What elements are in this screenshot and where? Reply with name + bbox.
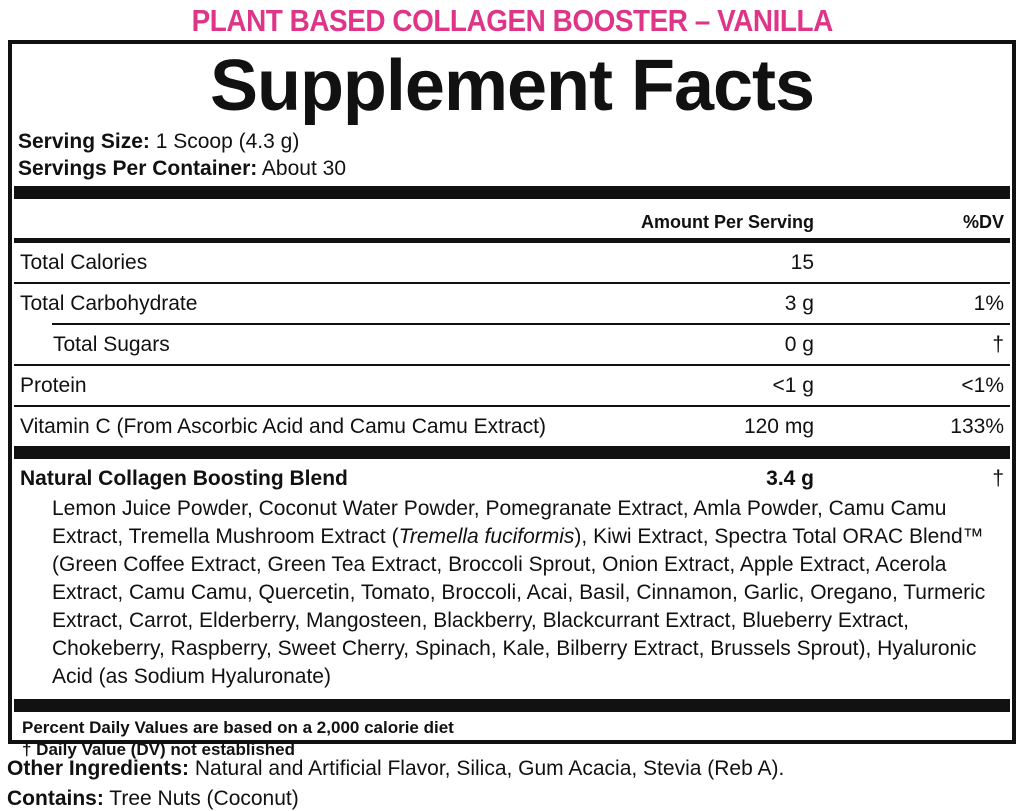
nutrient-name: Total Carbohydrate: [20, 292, 198, 315]
nutrient-name: Vitamin C (From Ascorbic Acid and Camu C…: [20, 415, 546, 438]
serving-size-label: Serving Size:: [18, 130, 150, 153]
contains-label: Contains:: [7, 787, 104, 810]
panel-title: Supplement Facts: [209, 46, 815, 126]
other-ingredients-value: Natural and Artificial Flavor, Silica, G…: [194, 757, 785, 780]
divider-bar-top: [14, 186, 1010, 199]
blend-ingredients-list: Lemon Juice Powder, Coconut Water Powder…: [52, 495, 994, 691]
footnote-daily-values: Percent Daily Values are based on a 2,00…: [22, 718, 454, 737]
table-row-collagen-blend: Natural Collagen Boosting Blend 3.4 g †: [12, 459, 1012, 493]
column-amount-per-serving: Amount Per Serving: [640, 212, 814, 232]
separator: [14, 282, 1010, 284]
below-panel-info: Other Ingredients: Natural and Artificia…: [0, 744, 1024, 811]
table-row-vitamin-c: Vitamin C (From Ascorbic Acid and Camu C…: [12, 407, 1012, 446]
divider-bar-bottom: [14, 699, 1010, 712]
contains-value: Tree Nuts (Coconut): [109, 787, 299, 810]
contains-line: Contains: Tree Nuts (Coconut): [7, 784, 1017, 811]
nutrient-name: Protein: [20, 374, 87, 397]
other-ingredients-label: Other Ingredients:: [7, 757, 190, 780]
table-row-total-carbohydrate: Total Carbohydrate 3 g 1%: [12, 284, 1012, 323]
nutrient-dv: 133%: [950, 415, 1004, 438]
footnotes: Percent Daily Values are based on a 2,00…: [12, 712, 1012, 767]
nutrient-name: Total Calories: [20, 251, 148, 274]
servings-per-container-value: About 30: [261, 157, 346, 180]
nutrient-dv: 1%: [973, 292, 1004, 315]
blend-ingredients-text: ), Kiwi Extract, Spectra Total ORAC Blen…: [52, 525, 986, 688]
table-row-total-calories: Total Calories 15: [12, 243, 1012, 282]
nutrient-amount: <1 g: [772, 374, 814, 397]
nutrient-dv: <1%: [961, 374, 1004, 397]
separator-indented: [52, 323, 1010, 325]
blend-name: Natural Collagen Boosting Blend: [20, 467, 348, 490]
serving-size-value: 1 Scoop (4.3 g): [155, 130, 300, 153]
blend-dv: †: [992, 467, 1004, 490]
blend-ingredients-text: Lemon Juice Powder, Coconut Water Powder…: [52, 497, 947, 548]
other-ingredients-line: Other Ingredients: Natural and Artificia…: [7, 754, 1017, 784]
divider-bar-blend: [14, 446, 1010, 459]
nutrient-amount: 120 mg: [743, 415, 814, 438]
table-row-protein: Protein <1 g <1%: [12, 366, 1012, 405]
table-column-header: Amount Per Serving %DV: [12, 199, 1012, 238]
blend-ingredients-latin-name: Tremella fuciformis: [398, 525, 575, 548]
product-title: PLANT BASED COLLAGEN BOOSTER – VANILLA: [0, 0, 1024, 40]
serving-info: Serving Size: 1 Scoop (4.3 g) Servings P…: [12, 126, 1012, 186]
separator: [14, 364, 1010, 366]
nutrient-dv: †: [992, 333, 1004, 356]
nutrient-amount: 15: [790, 251, 814, 274]
servings-per-container-label: Servings Per Container:: [18, 157, 258, 180]
serving-size-line: Serving Size: 1 Scoop (4.3 g): [18, 128, 1006, 155]
nutrient-name: Total Sugars: [53, 333, 170, 356]
nutrient-amount: 0 g: [784, 333, 814, 356]
product-title-text: PLANT BASED COLLAGEN BOOSTER – VANILLA: [191, 3, 833, 38]
supplement-facts-panel: Supplement Facts Serving Size: 1 Scoop (…: [8, 40, 1016, 759]
footnote-dv-not-established: † Daily Value (DV) not established: [22, 740, 296, 759]
separator: [14, 405, 1010, 407]
nutrient-amount: 3 g: [784, 292, 814, 315]
servings-per-container-line: Servings Per Container: About 30: [18, 155, 1006, 182]
column-dv: %DV: [962, 212, 1004, 232]
header-rule: [14, 238, 1010, 243]
blend-amount: 3.4 g: [766, 467, 814, 490]
table-row-total-sugars: Total Sugars 0 g †: [12, 325, 1012, 364]
